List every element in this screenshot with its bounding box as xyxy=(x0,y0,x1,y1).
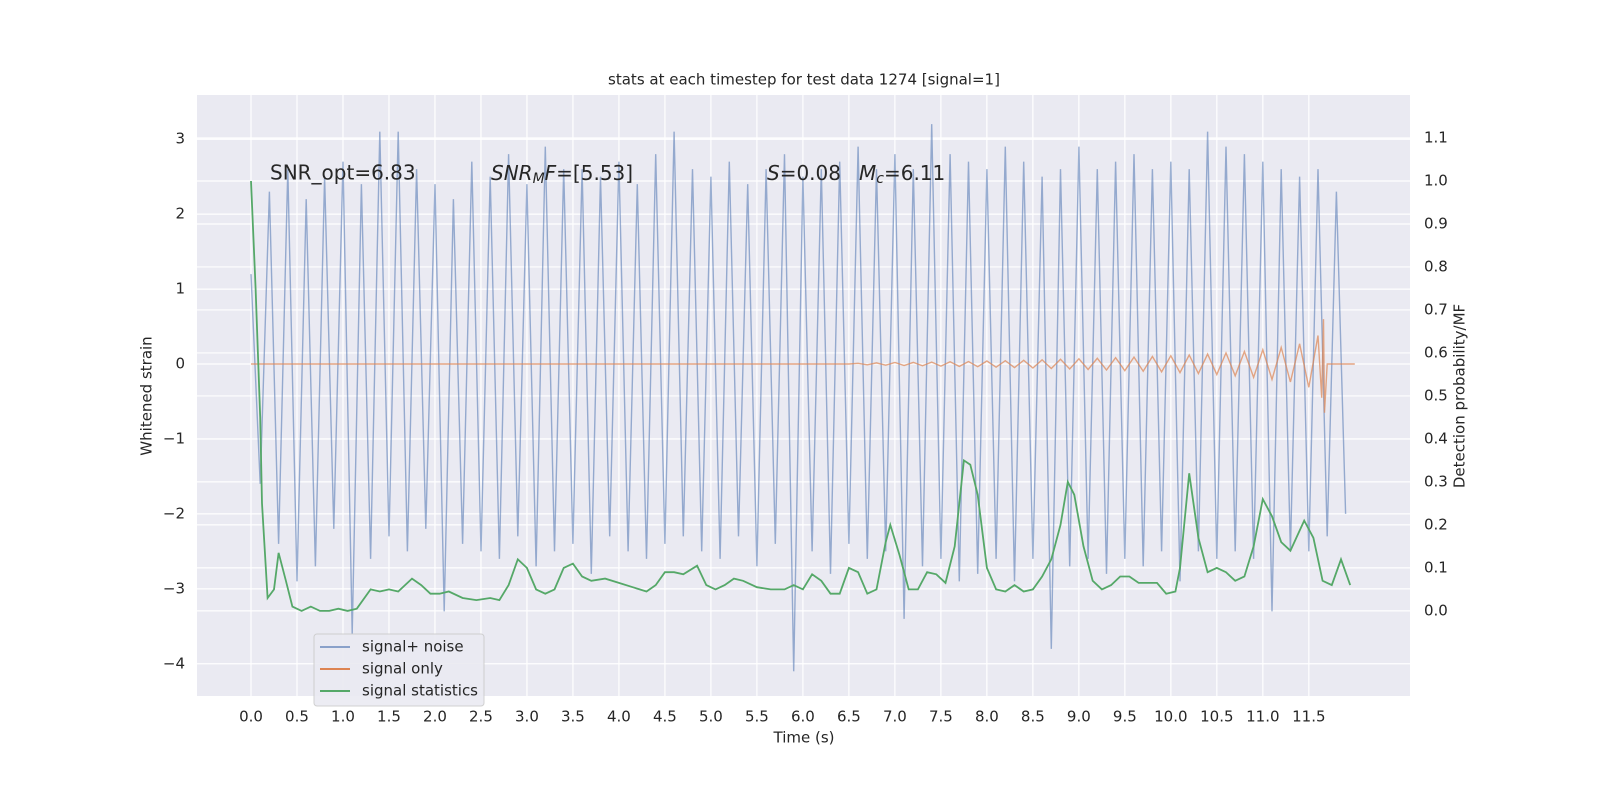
x-tick-label: 5.5 xyxy=(745,708,769,726)
x-tick-label: 3.0 xyxy=(515,708,539,726)
annotation-part: =[5.53] xyxy=(556,161,633,185)
y2-tick-label: 1.0 xyxy=(1424,171,1448,189)
y-tick-label: −3 xyxy=(163,579,185,597)
labels: 0.0 0.5 1.0 1.5 2.0 2.5 3.0 3.5 4.0 4.5 5.0 5.5 6.0 6… xyxy=(163,128,1448,725)
x-tick-label: 8.5 xyxy=(1021,708,1045,726)
x-tick-label: 11.0 xyxy=(1246,708,1279,726)
y2-tick-label: 0.8 xyxy=(1424,257,1448,275)
annotation-part: SNR xyxy=(491,161,533,185)
legend-label: signal statistics xyxy=(362,682,478,700)
x-tick-label: 0.0 xyxy=(239,708,263,726)
legend-label: signal only xyxy=(362,660,443,678)
y-tick-label: 3 xyxy=(175,130,185,148)
y2-tick-label: 0.4 xyxy=(1424,429,1448,447)
x-tick-label: 1.5 xyxy=(377,708,401,726)
annotation-part: M xyxy=(859,161,876,185)
y-tick-label: −4 xyxy=(163,654,185,672)
x-tick-label: 7.0 xyxy=(883,708,907,726)
y2-tick-label: 0.5 xyxy=(1424,386,1448,404)
marks xyxy=(250,124,1355,672)
x-tick-label: 9.5 xyxy=(1113,708,1137,726)
x-tick-label: 11.5 xyxy=(1292,708,1325,726)
x-tick-label: 8.0 xyxy=(975,708,999,726)
x-tick-label: 1.0 xyxy=(331,708,355,726)
x-tick-label: 4.5 xyxy=(653,708,677,726)
x-tick-label: 7.5 xyxy=(929,708,953,726)
series-line xyxy=(250,124,1347,672)
annotation: SNR_opt=6.83 xyxy=(270,161,416,185)
x-tick-label: 10.5 xyxy=(1200,708,1233,726)
x-tick-label: 9.0 xyxy=(1067,708,1091,726)
y-axis-label: Whitened strain xyxy=(138,336,156,455)
x-tick-label: 2.5 xyxy=(469,708,493,726)
y2-tick-label: 0.7 xyxy=(1424,300,1448,318)
x-tick-label: 5.0 xyxy=(699,708,723,726)
x-tick-label: 3.5 xyxy=(561,708,585,726)
x-tick-label: 6.5 xyxy=(837,708,861,726)
x-tick-label: 0.5 xyxy=(285,708,309,726)
x-tick-label: 6.0 xyxy=(791,708,815,726)
y2-axis-label: Detection probability/MF xyxy=(1451,304,1469,488)
y2-tick-label: 0.6 xyxy=(1424,343,1448,361)
legend-label: signal+ noise xyxy=(362,638,464,656)
annotation-part: S xyxy=(767,161,780,185)
y-tick-label: −2 xyxy=(163,504,185,522)
annotation: S=0.08 xyxy=(767,161,841,185)
y2-tick-label: 1.1 xyxy=(1424,128,1448,146)
y2-tick-label: 0.9 xyxy=(1424,214,1448,232)
y-tick-label: 0 xyxy=(175,355,185,373)
chart-title: stats at each timestep for test data 127… xyxy=(608,71,1000,89)
annotation-part: F xyxy=(545,161,557,185)
y2-tick-label: 0.1 xyxy=(1424,558,1448,576)
y2-tick-label: 0.2 xyxy=(1424,515,1448,533)
y-tick-label: −1 xyxy=(163,429,185,447)
y-tick-label: 1 xyxy=(175,280,185,298)
legend-box xyxy=(313,633,485,707)
annotation-part: M xyxy=(533,171,545,187)
series-line xyxy=(250,180,1352,612)
annotation-part: =6.11 xyxy=(884,161,945,185)
annotation-part: c xyxy=(876,171,884,187)
x-tick-label: 10.0 xyxy=(1154,708,1187,726)
x-axis-label: Time (s) xyxy=(773,729,835,747)
annotation: Mc=6.11 xyxy=(859,161,945,188)
x-tick-label: 4.0 xyxy=(607,708,631,726)
annotation: SNRMF=[5.53] xyxy=(491,161,633,188)
annotation-part: =0.08 xyxy=(780,161,841,185)
y-tick-label: 2 xyxy=(175,205,185,223)
legend: signal+ noise signal only signal statistic… xyxy=(313,633,485,707)
series-line xyxy=(251,319,1355,413)
y2-tick-label: 0.0 xyxy=(1424,601,1448,619)
y2-tick-label: 0.3 xyxy=(1424,472,1448,490)
x-tick-label: 2.0 xyxy=(423,708,447,726)
